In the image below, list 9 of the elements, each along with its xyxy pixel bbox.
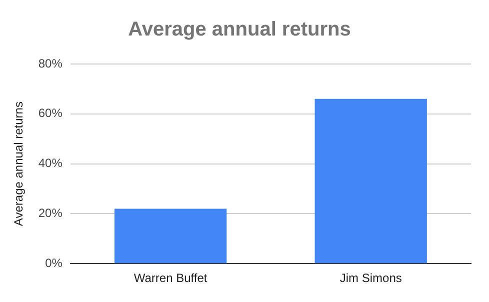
y-axis-title: Average annual returns [12,102,26,226]
y-tick-label: 40% [38,156,63,170]
y-tick-label: 0% [45,256,63,270]
chart-title: Average annual returns [128,18,351,41]
x-tick-label: Jim Simons [340,271,402,286]
x-tick-label: Warren Buffet [134,271,208,286]
y-tick-label: 60% [38,106,63,120]
y-tick-label: 80% [38,56,63,70]
y-tick-label: 20% [38,206,63,220]
